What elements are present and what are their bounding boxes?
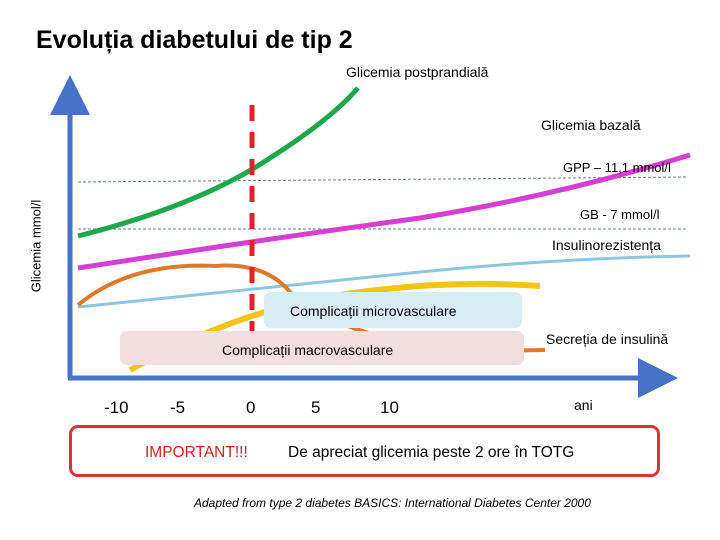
x-tick-label: -5 bbox=[170, 398, 186, 417]
macro-complications-label: Complicații macrovasculare bbox=[222, 342, 394, 358]
postprandial-curve bbox=[77, 86, 360, 239]
x-tick-label: 10 bbox=[380, 398, 399, 417]
secretie-label: Secreția de insulină bbox=[546, 331, 669, 347]
bazala-label: Glicemia bazală bbox=[541, 117, 641, 133]
x-tick-label: -10 bbox=[104, 398, 129, 417]
y-axis-label: Glicemia mmol/l bbox=[28, 199, 44, 293]
x-axis-label: ani bbox=[574, 397, 593, 413]
micro-complications-box bbox=[264, 292, 522, 328]
x-tick-label: 0 bbox=[246, 398, 256, 417]
source-citation: Adapted from type 2 diabetes BASICS: Int… bbox=[194, 496, 591, 510]
gpp-threshold-label: GPP – 11,1 mmol/l bbox=[563, 160, 671, 175]
postprandial-label: Glicemia postprandială bbox=[346, 64, 489, 80]
macro-complications-box bbox=[120, 331, 524, 365]
micro-complications-label: Complicații microvasculare bbox=[290, 303, 457, 319]
important-prefix: IMPORTANT!!! bbox=[145, 444, 248, 461]
slide-title: Evoluția diabetului de tip 2 bbox=[36, 26, 353, 54]
bazala-curve bbox=[77, 152, 691, 271]
insulinorezistenta-curve bbox=[77, 254, 691, 309]
important-text: De apreciat glicemia peste 2 ore în TOTG bbox=[288, 444, 575, 461]
gpp-threshold-line bbox=[77, 176, 689, 183]
insulinorezistenta-label: Insulinorezistența bbox=[552, 237, 661, 253]
important-box bbox=[69, 425, 660, 477]
x-tick-label: 5 bbox=[311, 398, 321, 417]
gb-threshold-label: GB - 7 mmol/l bbox=[580, 207, 660, 222]
